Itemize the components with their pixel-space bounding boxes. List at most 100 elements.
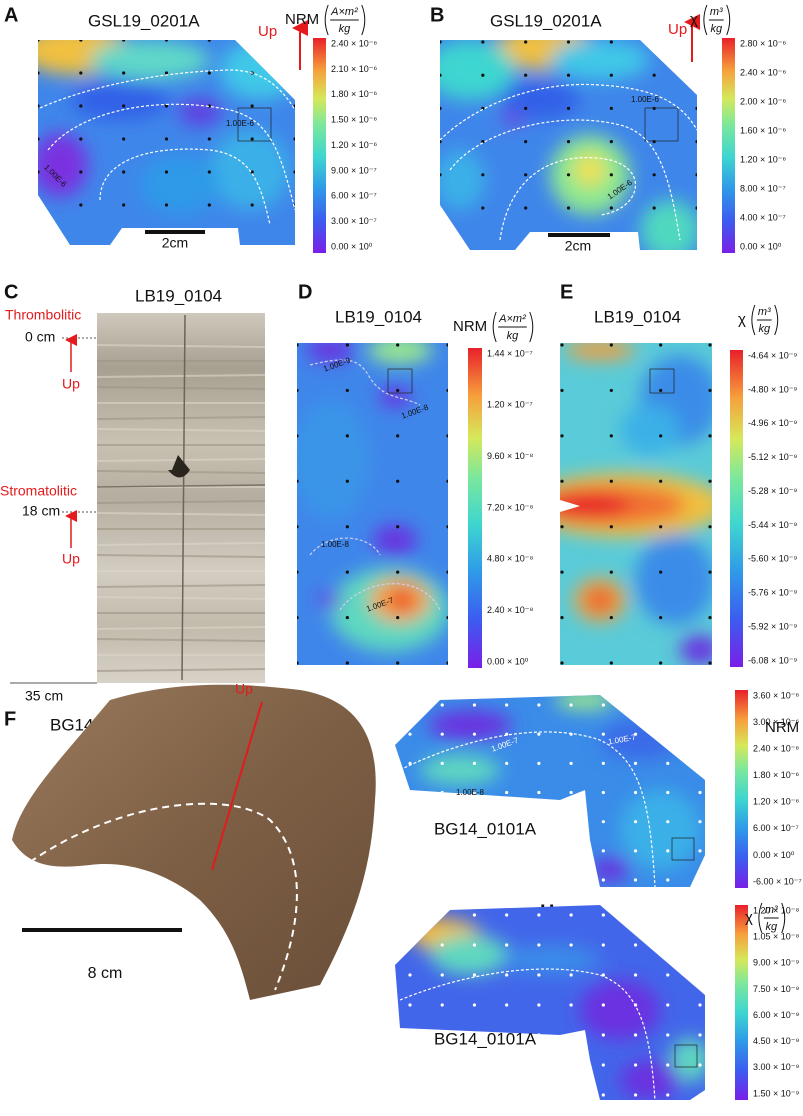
sample-dot bbox=[537, 790, 541, 795]
sample-dot bbox=[297, 570, 299, 574]
sample-dot bbox=[440, 943, 444, 947]
colorbar-tick-label: -4.64 × 10⁻⁹ bbox=[748, 350, 798, 360]
blob bbox=[640, 200, 697, 250]
sample-dot bbox=[698, 790, 702, 795]
blob bbox=[620, 1060, 680, 1100]
colorbar-tick-label: 2.40 × 10⁻⁸ bbox=[487, 605, 534, 615]
sample-dot bbox=[446, 615, 448, 620]
sample-dot bbox=[601, 1003, 605, 1007]
core-lamina bbox=[96, 668, 266, 672]
sample-dot bbox=[537, 1063, 541, 1067]
sample-dot bbox=[207, 203, 211, 207]
colorbar-tick-label: 6.00 × 10⁻⁷ bbox=[753, 823, 799, 833]
box bbox=[237, 107, 272, 142]
sample-dot bbox=[408, 849, 412, 853]
sample-dot bbox=[408, 1033, 412, 1037]
blob bbox=[635, 535, 712, 625]
sample-dot bbox=[440, 1003, 444, 1007]
sample-dot bbox=[345, 570, 349, 574]
sample-dot bbox=[609, 173, 613, 177]
sample-dot bbox=[560, 343, 564, 347]
sample-dot bbox=[79, 203, 83, 207]
sample-dot bbox=[396, 343, 400, 347]
colorbar-label: χ bbox=[738, 311, 746, 328]
sample-dot bbox=[652, 140, 656, 144]
sample-dot bbox=[250, 40, 254, 42]
colorbar-tick-label: 7.20 × 10⁻⁸ bbox=[487, 502, 534, 512]
sample-dot bbox=[79, 137, 83, 141]
blob bbox=[306, 343, 354, 362]
sample-dot bbox=[446, 434, 448, 438]
sample-dot bbox=[79, 104, 83, 108]
hole bbox=[168, 455, 190, 478]
sample-dot bbox=[345, 525, 349, 529]
blob bbox=[297, 400, 370, 520]
panel-letter: F bbox=[4, 708, 16, 730]
sample-dot bbox=[601, 703, 605, 707]
sample-dot bbox=[698, 1033, 702, 1037]
sample-dot bbox=[698, 1093, 702, 1097]
panel-title: BG14_0101A bbox=[434, 1029, 537, 1048]
colorbar-tick-label: 3.60 × 10⁻⁶ bbox=[753, 690, 800, 700]
sample-dot bbox=[698, 761, 702, 765]
panel-letter: C bbox=[4, 281, 18, 303]
blob bbox=[590, 858, 630, 882]
sample-dot bbox=[695, 173, 697, 177]
blob bbox=[430, 935, 510, 975]
sample-dot bbox=[472, 1093, 477, 1097]
sample-dot bbox=[38, 71, 40, 75]
sample-dot bbox=[440, 790, 444, 795]
sample-dot bbox=[609, 570, 613, 574]
colorbar-tick-label: 4.50 × 10⁻⁹ bbox=[753, 1036, 800, 1046]
panel-letter: D bbox=[298, 281, 312, 303]
sample-dot bbox=[609, 661, 613, 665]
sample-dot bbox=[79, 170, 83, 174]
sample-dot bbox=[524, 140, 528, 144]
colorbar bbox=[722, 38, 735, 253]
sample-dot bbox=[601, 1033, 605, 1037]
colorbar-label: χ bbox=[690, 11, 698, 28]
colorbar-tick-label: 3.00 × 10⁻⁶ bbox=[753, 717, 800, 727]
sample-dot bbox=[633, 1063, 638, 1067]
contour-line bbox=[499, 157, 637, 241]
sample-dot bbox=[293, 104, 295, 108]
sample-dot bbox=[408, 1003, 412, 1007]
sample-dot bbox=[297, 615, 299, 620]
sample-dot bbox=[440, 206, 442, 210]
sample-dot bbox=[666, 973, 670, 977]
contour-line bbox=[99, 148, 271, 226]
sample-dot bbox=[695, 106, 697, 111]
sample-dot bbox=[569, 913, 573, 917]
sample-dot bbox=[164, 71, 169, 75]
sample-dot bbox=[633, 913, 638, 917]
sample-dot bbox=[440, 106, 442, 111]
sample-dot bbox=[633, 732, 638, 736]
sample-dot bbox=[609, 525, 613, 529]
sample-dot bbox=[633, 703, 638, 707]
sample-dot bbox=[505, 913, 509, 917]
sample-dot bbox=[164, 40, 169, 42]
sample-dot bbox=[122, 137, 126, 141]
sample-dot bbox=[569, 1003, 573, 1007]
sample-dot bbox=[537, 820, 541, 824]
paren bbox=[361, 4, 366, 36]
sample-dot bbox=[297, 661, 299, 665]
sample-dot bbox=[601, 849, 605, 853]
blob bbox=[560, 492, 630, 518]
sample-dot bbox=[601, 1063, 605, 1067]
colorbar-tick-label: 3.00 × 10⁻⁹ bbox=[753, 1062, 800, 1072]
sample-dot bbox=[250, 137, 254, 141]
colorbar bbox=[730, 350, 743, 667]
sample-dot bbox=[666, 820, 670, 824]
blob bbox=[379, 387, 411, 407]
sample-dot bbox=[601, 943, 605, 947]
colorbar-tick-label: -5.44 × 10⁻⁹ bbox=[748, 520, 798, 530]
colorbar bbox=[313, 38, 326, 253]
colorbar bbox=[468, 348, 482, 668]
sample-dot bbox=[79, 40, 83, 42]
sample-dot bbox=[472, 1003, 477, 1007]
colorbar-tick-label: 1.05 × 10⁻⁸ bbox=[753, 932, 800, 942]
blob bbox=[440, 150, 485, 210]
sample-dot bbox=[38, 40, 40, 42]
sample-dot bbox=[472, 1063, 477, 1067]
